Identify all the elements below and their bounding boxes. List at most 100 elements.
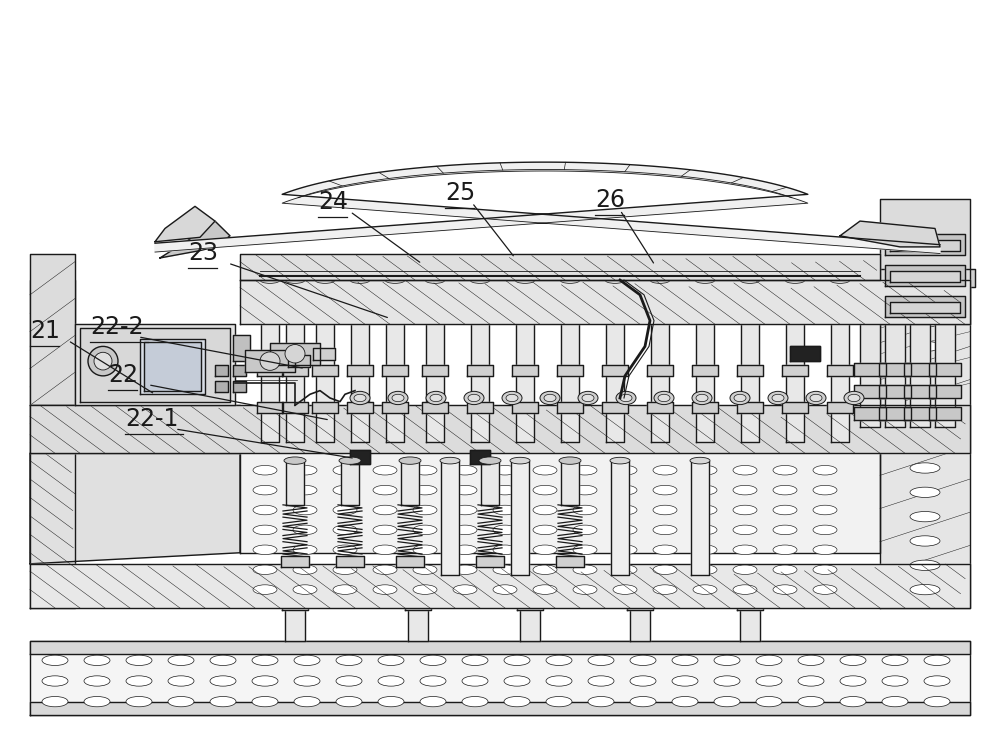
Polygon shape	[30, 405, 240, 453]
Polygon shape	[257, 365, 283, 376]
Ellipse shape	[910, 317, 940, 327]
Ellipse shape	[693, 525, 717, 535]
Ellipse shape	[413, 525, 437, 535]
Ellipse shape	[210, 696, 236, 707]
Ellipse shape	[336, 696, 362, 707]
Ellipse shape	[84, 676, 110, 686]
Polygon shape	[476, 556, 504, 567]
Text: 22: 22	[108, 363, 138, 387]
Polygon shape	[155, 162, 940, 254]
Polygon shape	[904, 385, 936, 398]
Ellipse shape	[333, 485, 357, 495]
Ellipse shape	[773, 485, 797, 495]
Ellipse shape	[830, 277, 850, 284]
Ellipse shape	[392, 394, 404, 402]
Ellipse shape	[253, 565, 277, 575]
Polygon shape	[737, 402, 763, 413]
Polygon shape	[313, 348, 335, 360]
Polygon shape	[556, 556, 584, 567]
Polygon shape	[240, 280, 970, 324]
Ellipse shape	[350, 391, 370, 405]
Ellipse shape	[293, 485, 317, 495]
Ellipse shape	[42, 676, 68, 686]
Ellipse shape	[210, 676, 236, 686]
Ellipse shape	[252, 655, 278, 666]
Polygon shape	[240, 442, 880, 553]
Ellipse shape	[910, 511, 940, 522]
Polygon shape	[516, 280, 534, 442]
Polygon shape	[840, 221, 940, 247]
Ellipse shape	[546, 676, 572, 686]
Ellipse shape	[453, 506, 477, 514]
Ellipse shape	[293, 525, 317, 535]
Text: 26: 26	[595, 188, 625, 212]
Ellipse shape	[354, 394, 366, 402]
Ellipse shape	[578, 391, 598, 405]
Ellipse shape	[333, 506, 357, 514]
Ellipse shape	[573, 506, 597, 514]
Ellipse shape	[333, 525, 357, 535]
Polygon shape	[245, 350, 295, 372]
Polygon shape	[790, 346, 820, 361]
Ellipse shape	[470, 277, 490, 284]
Ellipse shape	[462, 676, 488, 686]
Ellipse shape	[613, 506, 637, 514]
Polygon shape	[233, 365, 246, 376]
Ellipse shape	[693, 506, 717, 514]
Ellipse shape	[616, 391, 636, 405]
Ellipse shape	[294, 696, 320, 707]
Polygon shape	[286, 280, 304, 442]
Ellipse shape	[714, 696, 740, 707]
Ellipse shape	[910, 414, 940, 425]
Ellipse shape	[413, 585, 437, 594]
Ellipse shape	[533, 506, 557, 514]
Ellipse shape	[373, 466, 397, 475]
Polygon shape	[512, 365, 538, 376]
Ellipse shape	[910, 487, 940, 497]
Polygon shape	[396, 556, 424, 567]
Polygon shape	[885, 296, 965, 317]
Ellipse shape	[533, 485, 557, 495]
Ellipse shape	[813, 466, 837, 475]
Ellipse shape	[373, 525, 397, 535]
Polygon shape	[740, 606, 760, 641]
Polygon shape	[341, 461, 359, 505]
Ellipse shape	[672, 655, 698, 666]
Ellipse shape	[253, 485, 277, 495]
Polygon shape	[270, 343, 320, 365]
Polygon shape	[929, 363, 961, 376]
Ellipse shape	[653, 506, 677, 514]
Ellipse shape	[910, 463, 940, 473]
Ellipse shape	[756, 696, 782, 707]
Ellipse shape	[924, 676, 950, 686]
Ellipse shape	[613, 485, 637, 495]
Ellipse shape	[388, 391, 408, 405]
Text: 22-2: 22-2	[90, 315, 144, 339]
Ellipse shape	[252, 696, 278, 707]
Ellipse shape	[848, 394, 860, 402]
Ellipse shape	[294, 655, 320, 666]
Polygon shape	[281, 556, 309, 567]
Ellipse shape	[42, 696, 68, 707]
Polygon shape	[233, 381, 246, 392]
Polygon shape	[854, 407, 886, 420]
Ellipse shape	[768, 391, 788, 405]
Polygon shape	[879, 385, 911, 398]
Ellipse shape	[339, 457, 361, 464]
Ellipse shape	[493, 545, 517, 555]
Polygon shape	[880, 280, 970, 608]
Polygon shape	[910, 280, 930, 427]
Ellipse shape	[730, 391, 750, 405]
Polygon shape	[520, 606, 540, 641]
Ellipse shape	[378, 676, 404, 686]
Ellipse shape	[882, 676, 908, 686]
Ellipse shape	[168, 696, 194, 707]
Ellipse shape	[479, 457, 501, 464]
Ellipse shape	[910, 536, 940, 546]
Ellipse shape	[692, 391, 712, 405]
Ellipse shape	[504, 655, 530, 666]
Ellipse shape	[924, 696, 950, 707]
Ellipse shape	[544, 394, 556, 402]
Ellipse shape	[546, 655, 572, 666]
Ellipse shape	[560, 277, 580, 284]
